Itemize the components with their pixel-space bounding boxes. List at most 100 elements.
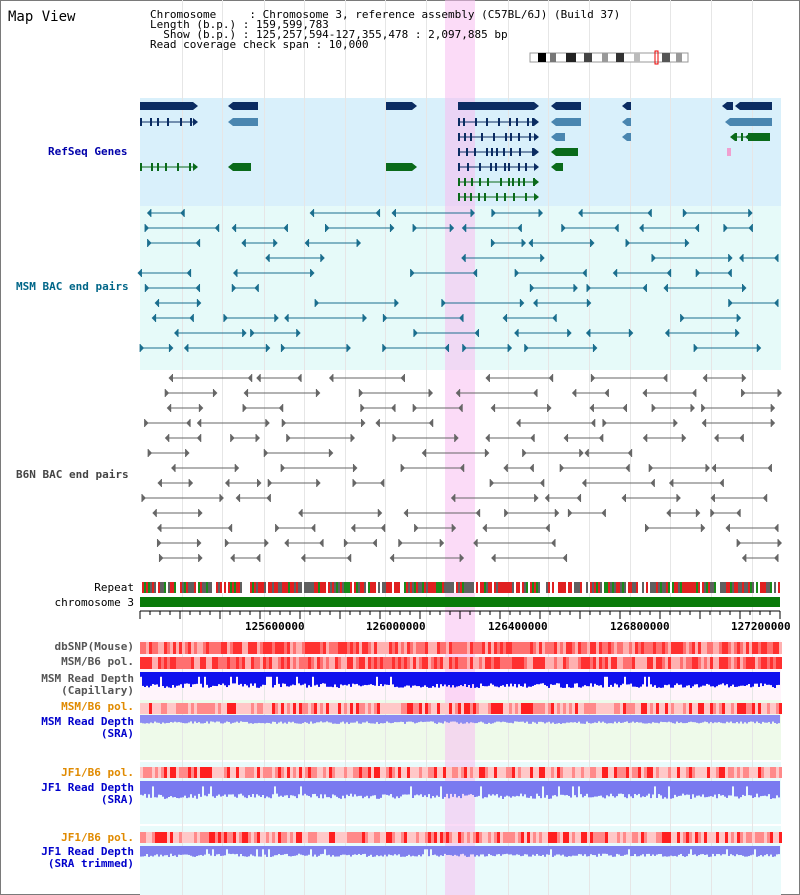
depth-bar: [180, 781, 182, 798]
repeat-segment: [366, 582, 368, 593]
heat-cell: [623, 642, 626, 654]
heat-cell: [143, 767, 146, 778]
heat-cell: [650, 642, 653, 654]
heat-cell: [191, 642, 194, 654]
heat-cell: [506, 703, 509, 714]
heat-cell: [758, 657, 761, 669]
bac-end: [278, 404, 283, 412]
bac-end: [563, 434, 568, 442]
bac-end: [137, 269, 142, 277]
depth-bar: [308, 846, 310, 855]
depth-bar: [194, 846, 196, 857]
bac-end: [146, 209, 151, 217]
repeat-segment: [412, 582, 414, 593]
depth-bar: [222, 846, 224, 856]
heat-cell: [722, 657, 725, 669]
heat-cell: [161, 703, 164, 714]
heat-cell: [236, 832, 239, 843]
bac-end: [652, 404, 657, 412]
depth-bar: [532, 781, 534, 799]
depth-bar: [734, 715, 736, 724]
depth-bar: [258, 781, 260, 796]
depth-bar: [394, 781, 396, 799]
depth-bar: [414, 672, 416, 686]
heat-cell: [215, 832, 218, 843]
gene-strand-arrow: [551, 133, 556, 141]
heat-cell: [335, 642, 338, 654]
heat-cell: [302, 657, 305, 669]
heat-cell: [614, 767, 617, 778]
depth-bar: [332, 846, 334, 856]
depth-bar: [766, 781, 768, 797]
heat-cell: [197, 832, 200, 843]
depth-bar: [272, 672, 274, 688]
repeat-segment: [354, 582, 356, 593]
repeat-segment: [334, 582, 336, 593]
depth-bar: [574, 672, 576, 684]
depth-bar: [452, 715, 454, 722]
depth-bar: [202, 781, 204, 787]
heat-cell: [362, 767, 365, 778]
msm-bac-pairs[interactable]: [137, 209, 779, 352]
depth-bar: [756, 715, 758, 722]
heat-cell: [461, 767, 464, 778]
heat-cell: [704, 767, 707, 778]
depth-bar: [342, 846, 344, 855]
depth-bar: [298, 781, 300, 795]
heat-cell: [539, 767, 542, 778]
depth-bar: [466, 846, 468, 857]
depth-bar: [238, 672, 240, 685]
heat-cell: [647, 703, 650, 714]
repeat-segment: [466, 582, 468, 593]
depth-bar: [610, 672, 612, 685]
depth-bar: [360, 781, 362, 796]
heat-cell: [200, 657, 203, 669]
depth-bar: [298, 846, 300, 854]
depth-bar: [568, 672, 570, 688]
repeat-segment: [576, 582, 578, 593]
heat-cell: [653, 832, 656, 843]
bac-end: [691, 389, 696, 397]
depth-bar: [638, 846, 640, 857]
heat-cell: [650, 703, 653, 714]
chromosome-ideogram[interactable]: [529, 50, 689, 65]
heat-cell: [158, 832, 161, 843]
depth-bar: [180, 846, 182, 855]
repeat-segment: [610, 582, 612, 593]
depth-bar: [294, 781, 296, 797]
heat-cell: [554, 642, 557, 654]
heat-cell: [461, 832, 464, 843]
gene-exon: [500, 178, 502, 186]
heat-cell: [728, 832, 731, 843]
gene-exon: [474, 148, 476, 156]
heat-cell: [413, 832, 416, 843]
heat-cell: [710, 767, 713, 778]
gene-strand-arrow: [193, 163, 198, 171]
repeat-segment: [598, 582, 600, 593]
bac-end: [581, 479, 586, 487]
heat-cell: [680, 657, 683, 669]
refseq-gene-models[interactable]: [140, 102, 772, 201]
heat-cell: [218, 767, 221, 778]
depth-bar: [428, 715, 430, 722]
gene-exon: [458, 133, 460, 141]
depth-bar: [632, 715, 634, 722]
depth-bar: [456, 715, 458, 723]
heat-cell: [644, 832, 647, 843]
heat-cell: [662, 767, 665, 778]
depth-bar: [708, 672, 710, 685]
heat-cell: [224, 832, 227, 843]
heat-cell: [149, 703, 152, 714]
b6n-bac-pairs[interactable]: [141, 374, 782, 562]
depth-bar: [218, 846, 220, 855]
heat-cell: [317, 642, 320, 654]
heat-cell: [404, 703, 407, 714]
gene-block: [730, 118, 772, 126]
depth-bar: [614, 672, 616, 684]
depth-bar: [738, 846, 740, 856]
repeat-segment: [750, 582, 752, 593]
heat-cell: [356, 642, 359, 654]
heat-cell: [242, 767, 245, 778]
heat-cell: [152, 642, 155, 654]
